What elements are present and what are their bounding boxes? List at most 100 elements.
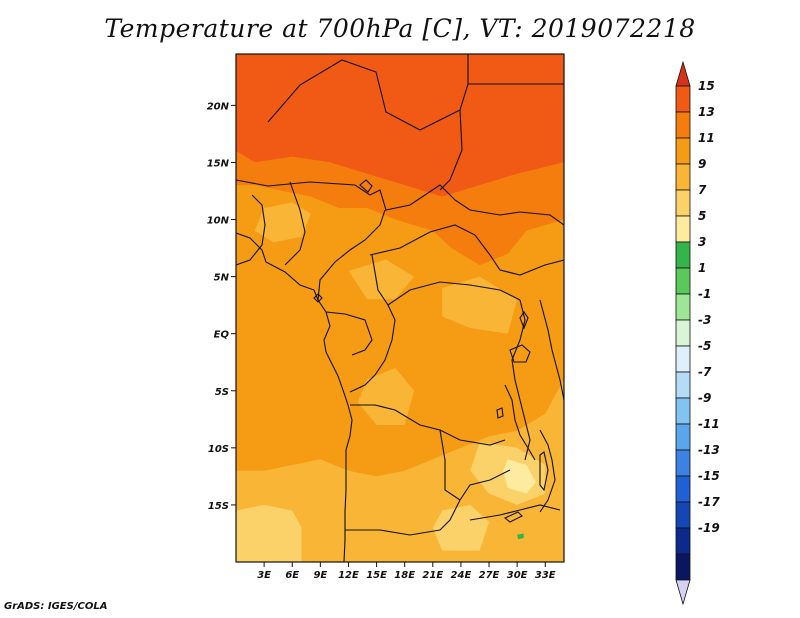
colorbar-label: 7 [698, 183, 707, 197]
temperature-zone [236, 151, 564, 266]
border-car-south [371, 254, 521, 306]
border-lake-tanganyika [504, 384, 536, 461]
colorbar-swatch [675, 241, 691, 269]
colorbar-swatch [675, 85, 691, 113]
colorbar-swatch [675, 189, 691, 217]
map-title: Temperature at 700hPa [C], VT: 201907221… [104, 14, 696, 43]
lake-albert [519, 311, 529, 330]
x-tick-label: 24E [451, 570, 472, 581]
temperature-zone [503, 459, 536, 494]
border-chad-sudan [439, 109, 463, 191]
colorbar-swatch [675, 111, 691, 139]
border-sahara [267, 54, 469, 131]
colorbar-label: 5 [698, 209, 706, 223]
y-tick-label: 20N [207, 101, 230, 112]
temperature-zone [348, 259, 415, 300]
colorbar-swatch [675, 163, 691, 191]
colorbar-label: 3 [698, 235, 706, 249]
colorbar-label: 9 [698, 157, 706, 171]
border-zambezi [469, 504, 561, 521]
x-tick-label: 27E [479, 570, 500, 581]
colorbar-label: -7 [698, 365, 712, 379]
y-tick-label: 10S [208, 444, 229, 455]
y-tick-label: 5S [215, 387, 229, 398]
border-cameroon-nigeria [317, 209, 386, 301]
temperature-zone [236, 185, 564, 477]
colorbar-label: -15 [698, 469, 720, 483]
border-sahel [236, 179, 564, 226]
colorbar-swatch [675, 553, 691, 581]
x-tick-label: 3E [257, 570, 271, 581]
colorbar-label: 1 [698, 261, 706, 275]
colorbar-bottom-arrow [675, 579, 691, 606]
x-tick-label: 12E [338, 570, 359, 581]
x-tick-label: 30E [507, 570, 528, 581]
colorbar-swatch [675, 501, 691, 529]
temperature-contours [236, 54, 564, 562]
border-angola-south [345, 469, 511, 536]
colorbar-swatch [675, 527, 691, 555]
border-east-africa [539, 299, 564, 401]
border-car [369, 224, 564, 276]
border-angola-drc [350, 404, 506, 446]
border-west-africa [236, 194, 266, 266]
map-frame [235, 53, 565, 563]
colorbar-swatch [675, 293, 691, 321]
y-tick-label: 15S [208, 501, 229, 512]
colorbar-swatch [675, 423, 691, 451]
colorbar-swatch [675, 137, 691, 165]
lake-kariba [503, 511, 523, 523]
colorbar-swatch [675, 371, 691, 399]
colorbar-label: 11 [698, 131, 715, 145]
border-congo-drc [349, 304, 396, 393]
temperature-zone [236, 54, 564, 197]
colorbar-label: -1 [698, 287, 711, 301]
x-tick-label: 9E [313, 570, 327, 581]
longitude-axis: 3E 6E 9E 12E 15E 18E 21E 24E 27E 30E 33E [257, 562, 556, 581]
y-tick-label: EQ [214, 330, 230, 341]
temperature-zone [254, 202, 311, 243]
country-borders [236, 54, 564, 562]
lake-chad [359, 179, 373, 193]
x-tick-label: 21E [422, 570, 443, 581]
island-bioko [313, 293, 323, 303]
temperature-zone [236, 504, 302, 562]
colorbar-swatch [675, 345, 691, 373]
colorbar-label: -13 [698, 443, 720, 457]
x-tick-label: 33E [535, 570, 556, 581]
colorbar-swatch [675, 397, 691, 425]
temperature-zone [517, 533, 524, 540]
colorbar-swatch [675, 267, 691, 295]
x-tick-label: 18E [394, 570, 415, 581]
colorbar-swatch [675, 475, 691, 503]
coastline-west [236, 232, 353, 562]
latitude-axis: 20N 15N 10N 5N EQ 5S 10S 15S [207, 101, 236, 512]
colorbar-swatch [675, 215, 691, 243]
temperature-zone [442, 276, 518, 334]
colorbar-label: -5 [698, 339, 711, 353]
colorbar-top-arrow [675, 60, 691, 87]
lake-victoria [509, 344, 531, 363]
border-gabon [325, 311, 373, 356]
lake-malawi [539, 451, 549, 492]
lake-mweru [496, 407, 504, 419]
colorbar-label: -17 [698, 495, 720, 509]
colorbar-swatch [675, 319, 691, 347]
colorbar-label: -19 [698, 521, 720, 535]
grads-credit: GrADS: IGES/COLA [4, 601, 108, 612]
colorbar: 15 13 11 9 7 5 3 1 -1 -3 -5 -7 -9 -11 -13 -15 -17 -19 [675, 60, 720, 606]
colorbar-label: 13 [698, 105, 715, 119]
temperature-zone [357, 367, 415, 425]
x-tick-label: 15E [366, 570, 387, 581]
border-nigeria-niger [284, 181, 306, 266]
border-malawi [539, 429, 556, 513]
colorbar-label: 15 [698, 79, 715, 93]
y-tick-label: 5N [214, 273, 230, 284]
colorbar-swatch [675, 449, 691, 477]
y-tick-label: 15N [207, 158, 230, 169]
y-tick-label: 10N [207, 216, 230, 227]
temperature-zone [432, 504, 489, 551]
border-zambia [439, 429, 461, 501]
x-tick-label: 6E [285, 570, 299, 581]
